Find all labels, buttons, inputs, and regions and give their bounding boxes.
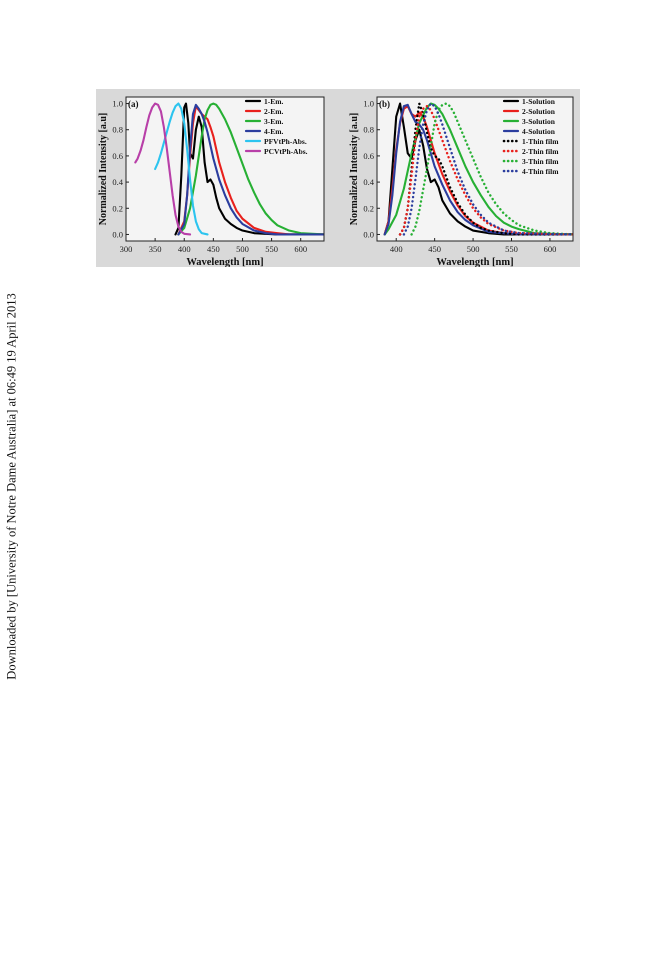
download-watermark: Downloaded by [University of Notre Dame …: [2, 276, 22, 696]
x-tick-label: 400: [390, 244, 403, 254]
y-axis-label: Normalized Intensity [a.u]: [349, 113, 360, 226]
x-tick-label: 300: [120, 244, 133, 254]
legend-label: PCVtPh-Abs.: [264, 147, 308, 156]
legend-label: 3-Thin film: [522, 157, 559, 166]
panel-b: 400 450 500 550 600 0.0 0.2 0.4 0.6 0.8 1.0 Wavelen…: [349, 96, 574, 268]
series-line-4-em-: [177, 103, 324, 236]
y-tick-label: 0.6: [363, 151, 374, 161]
x-tick-label: 400: [178, 244, 191, 254]
legend-label: PFVtPh-Abs.: [264, 137, 307, 146]
x-tick-label: 450: [428, 244, 441, 254]
series-line-1-solution: [383, 102, 573, 236]
x-axis-label: Wavelength [nm]: [436, 257, 513, 267]
plot-area: [377, 97, 573, 241]
y-tick-label: 0.2: [363, 203, 374, 213]
series-line-2-thin-film: [398, 104, 573, 236]
y-tick-label: 0.4: [112, 177, 123, 187]
series-line-3-solution: [383, 102, 573, 236]
y-tick-label: 1.0: [112, 99, 123, 109]
series-line-4-solution: [383, 103, 573, 236]
legend: 1-Solution2-Solution3-Solution4-Solution…: [502, 97, 559, 176]
series-line-pcvtph-abs-: [134, 102, 192, 236]
y-tick-label: 0.0: [363, 229, 374, 239]
panel-label: (b): [379, 99, 390, 109]
legend-label: 1-Thin film: [522, 137, 559, 146]
y-axis-label: Normalized Intensity [a.u]: [98, 113, 109, 226]
y-tick-label: 0.2: [112, 203, 123, 213]
legend-label: 4-Solution: [522, 127, 556, 136]
x-tick-label: 500: [236, 244, 249, 254]
x-tick-label: 600: [294, 244, 307, 254]
panel-label: (a): [128, 99, 139, 109]
y-tick-label: 0.6: [112, 151, 123, 161]
x-tick-label: 450: [207, 244, 220, 254]
legend-label: 2-Em.: [264, 107, 283, 116]
legend-label: 4-Thin film: [522, 167, 559, 176]
x-tick-label: 550: [505, 244, 518, 254]
series-line-3-em-: [177, 102, 324, 236]
panel-a: 300 350 400 450 500 550 600 0.0 0.2 0.4 0.6 0.8 1.0 W…: [98, 96, 325, 268]
series-line-3-thin-film: [410, 102, 573, 236]
series-line-1-em-: [174, 102, 324, 236]
x-tick-label: 350: [149, 244, 162, 254]
legend-label: 3-Solution: [522, 117, 556, 126]
series-line-pfvtph-abs-: [154, 102, 209, 236]
plot-frame: [376, 96, 574, 242]
y-tick-label: 0.4: [363, 177, 374, 187]
y-tick-label: 0.8: [363, 125, 374, 135]
series-line-4-thin-film: [402, 102, 573, 236]
x-axis-label: Wavelength [nm]: [186, 257, 263, 267]
legend-label: 1-Em.: [264, 97, 283, 106]
y-tick-label: 0.8: [112, 125, 123, 135]
legend-label: 3-Em.: [264, 117, 283, 126]
watermark-text: Downloaded by [University of Notre Dame …: [4, 292, 19, 680]
x-tick-label: 500: [467, 244, 480, 254]
x-tick-label: 550: [265, 244, 278, 254]
spectra-figure: 300 350 400 450 500 550 600 0.0 0.2 0.4 0.6 0.8 1.0 W…: [96, 89, 580, 268]
y-tick-label: 0.0: [112, 229, 123, 239]
legend-label: 1-Solution: [522, 97, 556, 106]
plot-frame: [125, 96, 325, 242]
legend-label: 2-Solution: [522, 107, 556, 116]
legend-label: 2-Thin film: [522, 147, 559, 156]
figure-svg: 300 350 400 450 500 550 600 0.0 0.2 0.4 0.6 0.8 1.0 W…: [96, 89, 580, 268]
legend-label: 4-Em.: [264, 127, 283, 136]
y-tick-label: 1.0: [363, 99, 374, 109]
legend: 1-Em.2-Em.3-Em.4-Em.PFVtPh-Abs.PCVtPh-Ab…: [244, 97, 308, 156]
x-tick-label: 600: [544, 244, 557, 254]
